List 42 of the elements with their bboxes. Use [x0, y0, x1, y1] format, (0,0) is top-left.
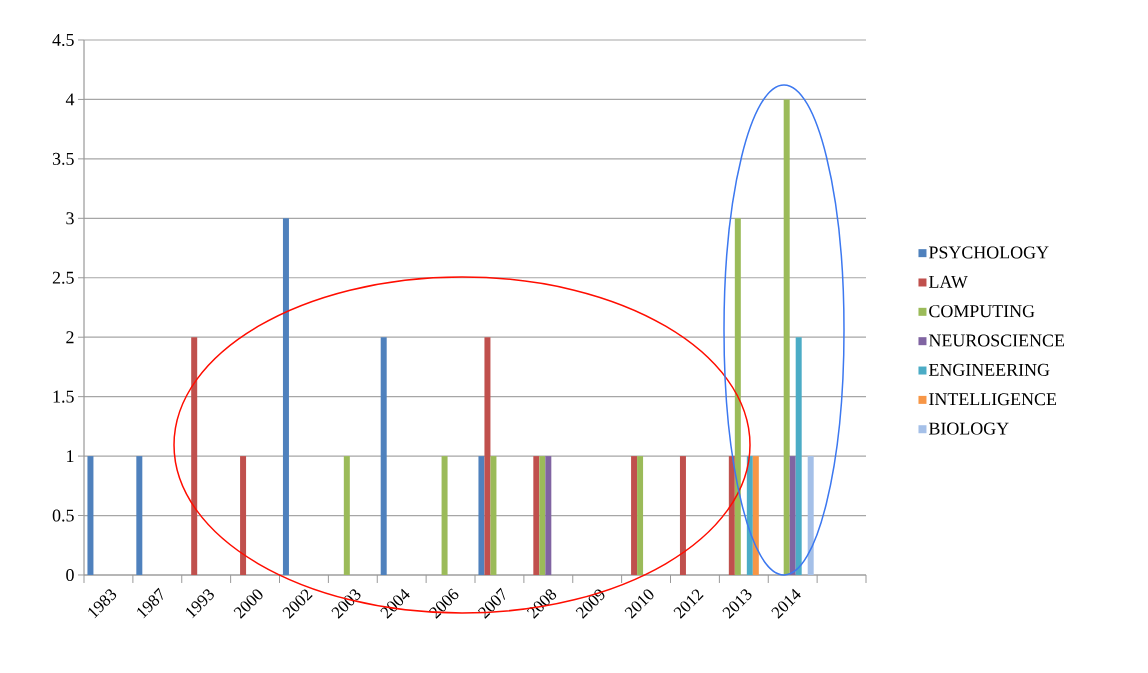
bar — [539, 456, 546, 575]
bar — [789, 456, 796, 575]
y-tick-label: 3.5 — [52, 152, 74, 165]
bar — [545, 456, 552, 575]
legend-label: PSYCHOLOGY — [928, 246, 1049, 259]
bar — [441, 456, 448, 575]
bar — [679, 456, 686, 575]
bar — [240, 456, 247, 575]
bar — [191, 337, 198, 575]
y-tick-label: 3 — [66, 212, 74, 225]
bar — [783, 99, 790, 575]
bar — [734, 218, 741, 575]
legend-label: INTELLIGENCE — [929, 393, 1057, 406]
legend-label: ENGINEERING — [928, 363, 1050, 376]
bar — [87, 456, 94, 575]
y-tick-label: 4 — [65, 93, 75, 106]
bar — [807, 456, 814, 575]
legend-label: COMPUTING — [929, 305, 1035, 318]
legend-label: BIOLOGY — [928, 422, 1009, 435]
bar — [136, 456, 143, 575]
legend-label: NEUROSCIENCE — [928, 334, 1065, 347]
bar — [380, 337, 387, 575]
bar — [795, 337, 802, 575]
bar — [631, 456, 638, 575]
y-tick-label: 0 — [66, 568, 74, 582]
bar — [282, 218, 289, 575]
bar — [752, 456, 759, 575]
bar — [484, 337, 491, 575]
bar — [637, 456, 644, 575]
y-tick-label: 2.5 — [52, 271, 74, 284]
bar — [478, 456, 485, 575]
bar — [746, 456, 753, 575]
bar — [343, 456, 350, 575]
bar — [533, 456, 540, 575]
y-tick-label: 2 — [66, 331, 74, 344]
bar — [490, 456, 497, 575]
legend-label: LAW — [928, 275, 968, 288]
bar — [728, 456, 735, 575]
y-tick-label: 1.5 — [53, 390, 74, 403]
y-tick-label: 4.5 — [52, 33, 74, 47]
y-tick-label: 0.5 — [52, 509, 74, 522]
y-tick-label: 1 — [67, 450, 74, 463]
